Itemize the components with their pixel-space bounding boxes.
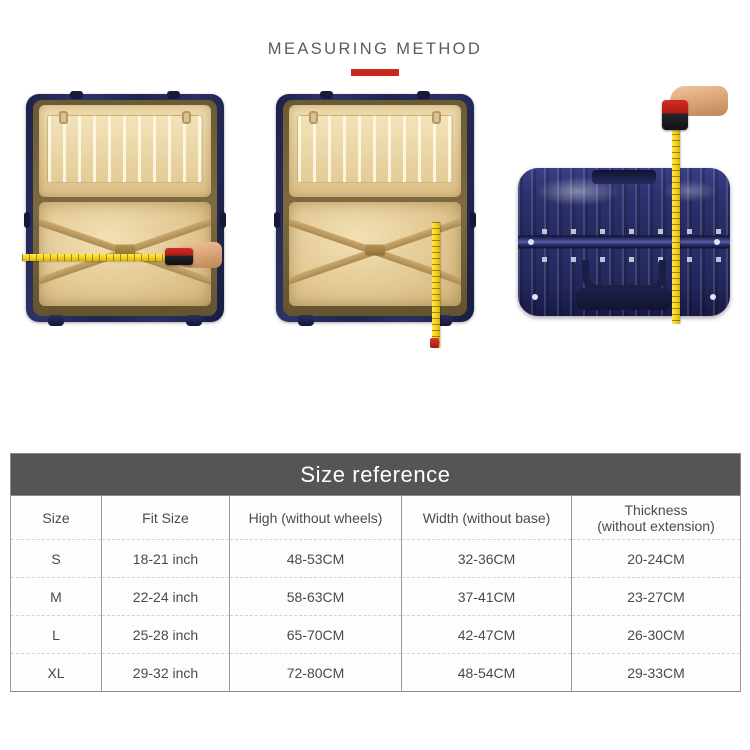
table-row: M 22-24 inch 58-63CM 37-41CM 23-27CM: [10, 577, 741, 616]
strap-buckle: [115, 244, 135, 256]
lid-clip-left: [59, 111, 68, 124]
cell-high: 72-80CM: [229, 653, 402, 692]
telescoping-handle-right: [167, 91, 180, 99]
table-row: L 25-28 inch 65-70CM 42-47CM 26-30CM: [10, 615, 741, 654]
column-header-width: Width (without base): [401, 495, 572, 540]
cell-thickness: 29-33CM: [571, 653, 741, 692]
foot-stud-right: [710, 294, 716, 300]
tape-measure-hook: [430, 338, 439, 348]
tape-measure-horizontal: [22, 254, 174, 261]
cell-thickness: 26-30CM: [571, 615, 741, 654]
title-accent-rule: [351, 69, 399, 76]
side-latch-left: [274, 212, 280, 228]
cell-thickness: 23-27CM: [571, 577, 741, 616]
cell-fit: 25-28 inch: [101, 615, 230, 654]
lid-clip-right: [182, 111, 191, 124]
wheel-bottom-right: [436, 315, 452, 326]
tape-measure-case: [662, 100, 688, 130]
cell-width: 37-41CM: [401, 577, 572, 616]
closed-suitcase-illustration: [518, 168, 730, 316]
cell-fit: 18-21 inch: [101, 539, 230, 578]
measure-thickness-photo: [500, 86, 750, 358]
telescoping-handle-left: [70, 91, 83, 99]
cell-width: 48-54CM: [401, 653, 572, 692]
cell-size: L: [10, 615, 102, 654]
page-title: MEASURING METHOD: [267, 40, 483, 58]
measure-height-photo: [250, 86, 500, 358]
size-reference-section: Size reference Size Fit Size High (witho…: [10, 453, 741, 692]
side-latch-right: [220, 212, 226, 228]
suitcase-lid: [289, 105, 461, 197]
side-latch-right: [470, 212, 476, 228]
cell-size: XL: [10, 653, 102, 692]
tape-measure-vertical: [672, 98, 680, 324]
lid-clip-right: [432, 111, 441, 124]
column-header-size: Size: [10, 495, 102, 540]
column-header-high: High (without wheels): [229, 495, 402, 540]
tape-measure-vertical: [432, 222, 440, 348]
cell-high: 48-53CM: [229, 539, 402, 578]
carry-handle: [582, 259, 666, 292]
telescoping-handle-right: [417, 91, 430, 99]
measuring-photo-strip: [0, 86, 750, 358]
open-suitcase-illustration: [24, 91, 226, 326]
suitcase-lid: [39, 105, 211, 197]
cell-width: 42-47CM: [401, 615, 572, 654]
corner-stud-left: [528, 239, 534, 246]
tape-measure-case: [165, 248, 193, 265]
corner-stud-right: [714, 239, 720, 246]
side-latch-left: [24, 212, 30, 228]
tape-ticks: [432, 222, 440, 348]
cell-high: 65-70CM: [229, 615, 402, 654]
lid-mesh-panel: [47, 115, 203, 183]
size-reference-table: Size reference Size Fit Size High (witho…: [10, 453, 741, 692]
table-caption: Size reference: [10, 453, 741, 495]
cell-size: M: [10, 577, 102, 616]
cell-width: 32-36CM: [401, 539, 572, 578]
table-header-row: Size Fit Size High (without wheels) Widt…: [10, 495, 741, 540]
telescoping-handle-left: [320, 91, 333, 99]
cell-fit: 22-24 inch: [101, 577, 230, 616]
measure-width-photo: [0, 86, 250, 358]
column-header-fit-size: Fit Size: [101, 495, 230, 540]
table-row: S 18-21 inch 48-53CM 32-36CM 20-24CM: [10, 539, 741, 578]
lid-clip-left: [309, 111, 318, 124]
tape-ticks: [22, 254, 174, 261]
tape-ticks: [672, 98, 680, 324]
wheel-bottom-left: [48, 315, 64, 326]
foot-stud-left: [532, 294, 538, 300]
cell-size: S: [10, 539, 102, 578]
cell-high: 58-63CM: [229, 577, 402, 616]
telescoping-handle-base: [576, 288, 672, 310]
frame-rivets-top: [518, 228, 730, 234]
aluminium-frame-band: [518, 235, 730, 249]
cell-thickness: 20-24CM: [571, 539, 741, 578]
wheel-bottom-right: [186, 315, 202, 326]
strap-buckle: [365, 244, 385, 256]
lid-mesh-panel: [297, 115, 453, 183]
open-suitcase-illustration: [274, 91, 476, 326]
frame-rivets-bottom: [518, 256, 730, 262]
shell-highlight-right: [662, 179, 718, 203]
table-row: XL 29-32 inch 72-80CM 48-54CM 29-33CM: [10, 653, 741, 692]
top-hardware-cap: [592, 170, 656, 184]
column-header-thickness: Thickness (without extension): [571, 495, 741, 540]
cell-fit: 29-32 inch: [101, 653, 230, 692]
wheel-bottom-left: [298, 315, 314, 326]
measuring-method-header: MEASURING METHOD: [0, 38, 750, 76]
